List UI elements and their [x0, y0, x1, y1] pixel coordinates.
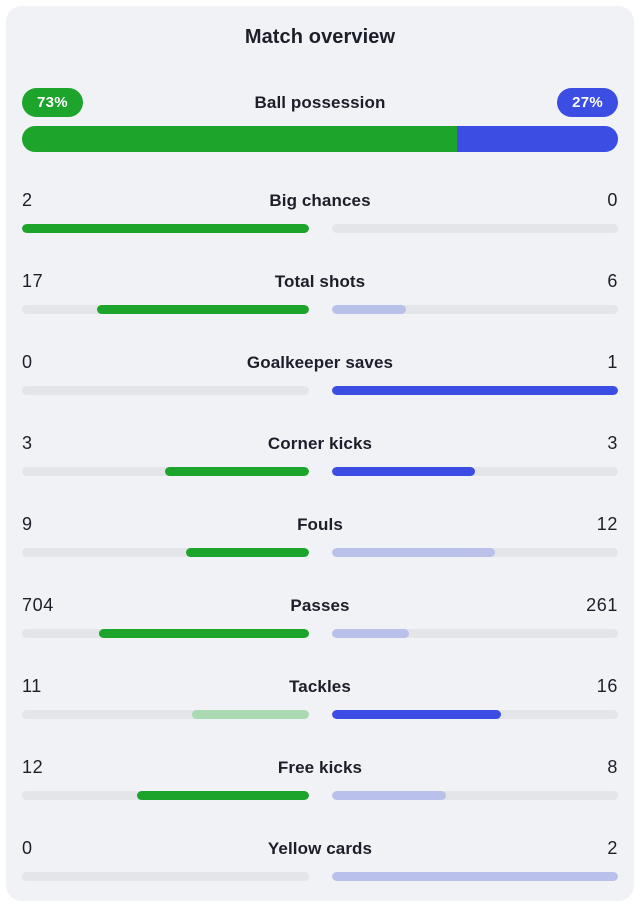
away-bar-fill [331, 710, 502, 719]
stat-row: 12 Free kicks 8 [16, 757, 624, 800]
stat-bars [22, 548, 618, 557]
stat-bars [22, 224, 618, 233]
home-value: 3 [22, 433, 33, 453]
stat-bars [22, 710, 618, 719]
home-bar-fill [185, 548, 309, 557]
stat-text-row: 11 Tackles 16 [22, 676, 618, 697]
stat-row: 0 Goalkeeper saves 1 [16, 352, 624, 395]
home-value: 17 [22, 271, 44, 291]
away-value: 6 [607, 271, 618, 291]
away-bar-fill [331, 467, 475, 476]
possession-row: 73% Ball possession 27% [16, 88, 624, 117]
stat-text-row: 3 Corner kicks 3 [22, 433, 618, 454]
home-bar-track [22, 548, 309, 557]
home-bar-fill [96, 305, 309, 314]
home-bar-track [22, 224, 309, 233]
home-bar-track [22, 872, 309, 881]
stat-bars [22, 386, 618, 395]
away-bar-track [331, 386, 618, 395]
stat-row: 704 Passes 261 [16, 595, 624, 638]
home-bar-fill [191, 710, 309, 719]
home-value: 0 [22, 352, 33, 372]
stat-label: Tackles [289, 677, 351, 696]
stat-text-row: 9 Fouls 12 [22, 514, 618, 535]
away-bar-fill [331, 872, 618, 881]
away-bar-fill [331, 305, 407, 314]
home-bar-fill [22, 224, 309, 233]
away-value: 0 [607, 190, 618, 210]
away-value: 261 [586, 595, 618, 615]
home-value: 11 [22, 676, 42, 696]
stat-bars [22, 305, 618, 314]
home-bar-fill [165, 467, 309, 476]
stat-bars [22, 872, 618, 881]
away-value: 16 [596, 676, 618, 696]
home-bar-track [22, 629, 309, 638]
away-possession-fill [457, 126, 618, 152]
away-bar-track [331, 548, 618, 557]
stat-label: Big chances [269, 191, 371, 210]
stat-label: Passes [290, 596, 350, 615]
away-bar-fill [331, 629, 409, 638]
away-bar-track [331, 224, 618, 233]
away-bar-track [331, 710, 618, 719]
stat-bars [22, 467, 618, 476]
away-bar-track [331, 872, 618, 881]
stat-label: Fouls [297, 515, 343, 534]
stat-row: 11 Tackles 16 [16, 676, 624, 719]
away-value: 12 [596, 514, 618, 534]
match-overview-card: Match overview 73% Ball possession 27% 2… [6, 6, 634, 901]
home-value: 2 [22, 190, 33, 210]
home-value: 704 [22, 595, 54, 615]
page-title: Match overview [244, 26, 396, 48]
away-bar-fill [331, 548, 496, 557]
home-bar-track [22, 467, 309, 476]
home-value: 12 [22, 757, 44, 777]
away-value: 3 [607, 433, 618, 453]
home-bar-fill [136, 791, 309, 800]
away-bar-fill [331, 386, 618, 395]
away-value: 2 [607, 838, 618, 858]
possession-bar [22, 126, 618, 152]
away-bar-track [331, 467, 618, 476]
stat-text-row: 704 Passes 261 [22, 595, 618, 616]
stat-row: 3 Corner kicks 3 [16, 433, 624, 476]
stat-row: 0 Yellow cards 2 [16, 838, 624, 881]
home-possession-badge: 73% [22, 88, 83, 117]
home-value: 0 [22, 838, 33, 858]
away-bar-fill [331, 791, 447, 800]
stat-bars [22, 629, 618, 638]
stat-label: Free kicks [277, 758, 363, 777]
away-value: 8 [607, 757, 618, 777]
stat-bars [22, 791, 618, 800]
away-bar-track [331, 791, 618, 800]
stat-label: Yellow cards [267, 839, 373, 858]
home-bar-track [22, 710, 309, 719]
stat-text-row: 12 Free kicks 8 [22, 757, 618, 778]
stat-row: 17 Total shots 6 [16, 271, 624, 314]
stat-label: Goalkeeper saves [246, 353, 394, 372]
stat-row: 2 Big chances 0 [16, 190, 624, 233]
away-possession-badge: 27% [557, 88, 618, 117]
away-value: 1 [607, 352, 618, 372]
home-value: 9 [22, 514, 33, 534]
home-possession-fill [22, 126, 458, 152]
stat-text-row: 0 Goalkeeper saves 1 [22, 352, 618, 373]
stat-row: 9 Fouls 12 [16, 514, 624, 557]
home-bar-track [22, 791, 309, 800]
stat-text-row: 0 Yellow cards 2 [22, 838, 618, 859]
home-bar-track [22, 386, 309, 395]
possession-label: Ball possession [254, 93, 386, 112]
stat-label: Total shots [274, 272, 366, 291]
stat-text-row: 2 Big chances 0 [22, 190, 618, 211]
home-bar-fill [99, 629, 309, 638]
stats-list: 2 Big chances 0 17 Total shots 6 [16, 190, 624, 881]
away-bar-track [331, 629, 618, 638]
away-bar-track [331, 305, 618, 314]
stat-text-row: 17 Total shots 6 [22, 271, 618, 292]
stat-label: Corner kicks [267, 434, 373, 453]
home-bar-track [22, 305, 309, 314]
